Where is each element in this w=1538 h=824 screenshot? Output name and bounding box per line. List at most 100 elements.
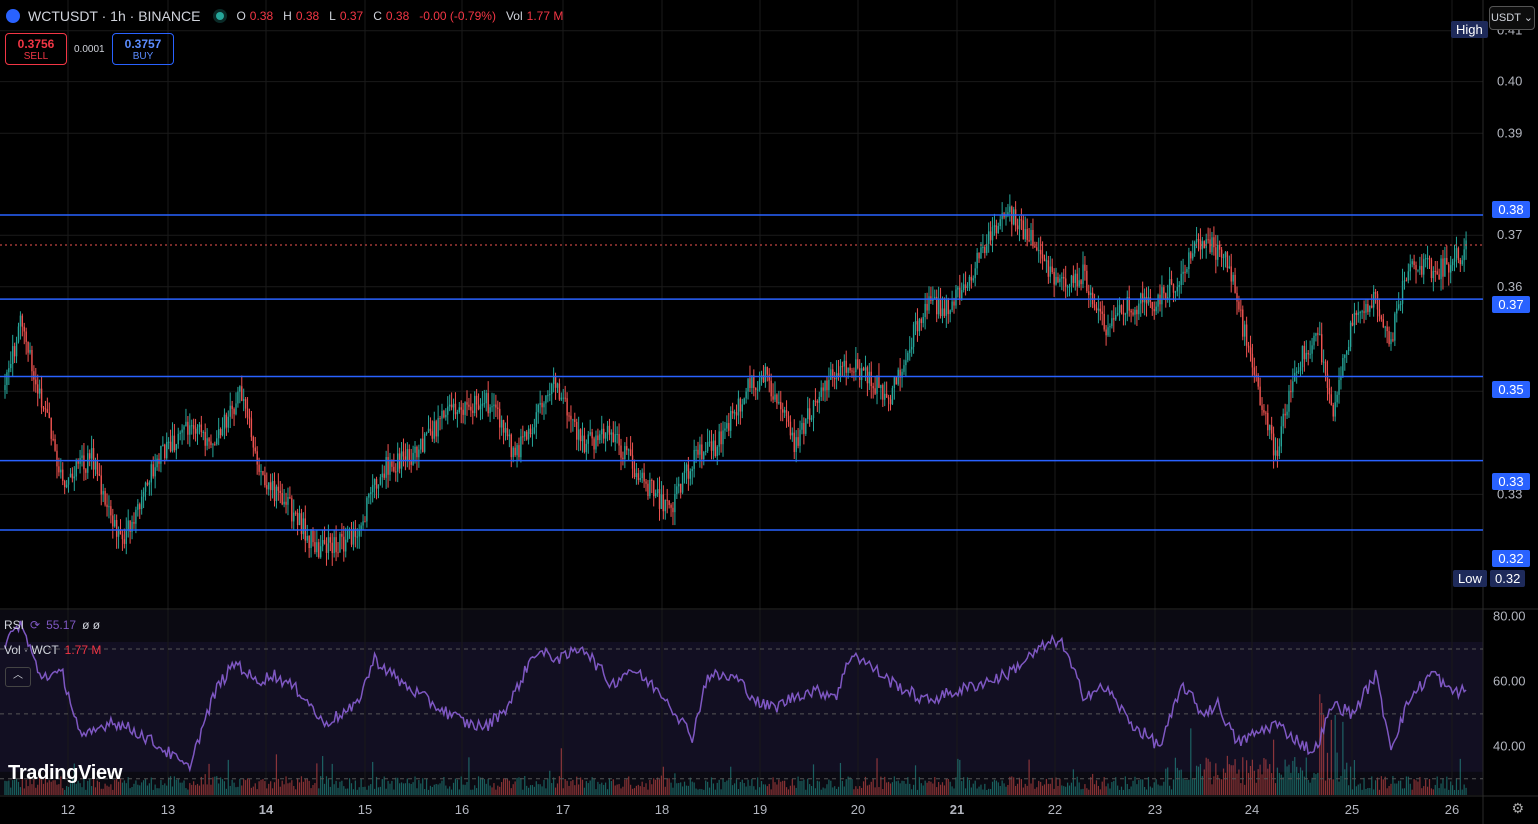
volume-bar [645,783,647,795]
candle-body [626,446,628,451]
candle-body [701,444,703,460]
candle-body [710,441,713,451]
candle-body [1332,405,1334,417]
volume-bar [210,784,212,795]
candle-body [672,507,674,513]
candle-body [177,433,179,445]
volume-bar [1465,787,1467,795]
volume-bar [327,779,329,795]
candle-body [751,375,753,389]
volume-legend[interactable]: Vol · WCT 1.77 M [4,643,101,657]
candle-body [106,504,108,508]
volume-bar [1144,786,1146,795]
candle-body [462,409,464,415]
volume-bar [1457,789,1459,795]
candle-body [233,408,235,415]
candle-body [1351,322,1354,326]
candle-body [489,407,491,414]
candle-body [48,412,50,418]
volume-bar [1450,781,1452,795]
candle-body [803,422,805,434]
candle-body [1115,315,1117,320]
candle-body [870,371,872,387]
candle-body [300,513,303,535]
volume-bar [1124,776,1126,795]
candle-body [416,446,418,458]
candle-body [541,402,543,408]
candle-body [483,403,486,405]
candle-body [628,449,630,451]
volume-bar [42,783,45,795]
sell-label: SELL [23,51,49,62]
time-tick-label: 13 [161,802,175,817]
candle-body [1417,269,1419,271]
candle-body [352,528,355,545]
candle-body [140,496,143,510]
candle-body [470,406,472,411]
volume-bar [1103,777,1105,795]
volume-bar [957,758,959,795]
refresh-icon[interactable]: ⟳ [30,618,41,632]
volume-bar [1178,770,1180,795]
volume-bar [77,780,79,795]
candle-body [624,446,626,459]
volume-bar [1228,764,1230,795]
candle-body [423,433,426,452]
price-tick-label: 0.39 [1497,125,1522,140]
sell-button[interactable]: 0.3756 SELL [5,33,67,65]
volume-bar [1034,788,1036,795]
candle-body [137,504,139,510]
volume-bar [135,780,137,795]
currency-select[interactable]: USDT ⌄ [1489,6,1535,30]
candle-body [982,247,984,249]
volume-bar [984,783,986,795]
candle-body [402,451,405,457]
volume-bar [204,774,206,795]
candle-body [1053,272,1055,285]
candle-body [939,299,942,317]
volume-bar [730,766,732,795]
volume-bar [597,781,599,795]
candle-body [1267,413,1269,431]
rsi-legend[interactable]: RSI ⟳ 55.17 ø ø [4,618,100,632]
candle-body [976,252,978,269]
candle-body [439,418,441,420]
candle-body [1076,273,1078,287]
candle-body [152,464,154,477]
volume-bar [116,778,118,795]
candle-body [1278,446,1281,457]
candle-body [1409,264,1411,272]
candle-body [1199,239,1202,250]
candle-body [497,407,499,409]
candle-body [135,509,137,524]
candle-body [799,429,801,446]
volume-bar [1432,789,1434,795]
buy-button[interactable]: 0.3757 BUY [112,33,174,65]
candle-body [191,425,193,427]
candle-body [812,400,815,419]
candle-body [192,425,195,429]
candle-body [1371,305,1373,308]
volume-bar [393,789,395,795]
symbol-title[interactable]: WCTUSDT · 1h · BINANCE [28,8,201,24]
volume-bar [1313,772,1315,795]
volume-bar [628,776,630,795]
collapse-button[interactable]: ︿ [5,667,31,687]
coin-logo-icon [6,9,20,23]
volume-bar [1430,788,1433,795]
volume-bar [1180,769,1182,795]
candle-body [472,410,474,414]
volume-bar [990,789,992,795]
candle-body [90,448,93,459]
volume-bar [454,778,457,795]
volume-bar [487,778,489,795]
gear-icon[interactable]: ⚙ [1511,800,1524,816]
time-tick-label: 14 [259,802,274,817]
volume-bar [1394,783,1396,795]
volume-bar [785,787,788,795]
open-label: O [236,9,246,23]
volume-bar [524,776,526,795]
candle-body [27,341,29,353]
candle-body [508,434,511,437]
